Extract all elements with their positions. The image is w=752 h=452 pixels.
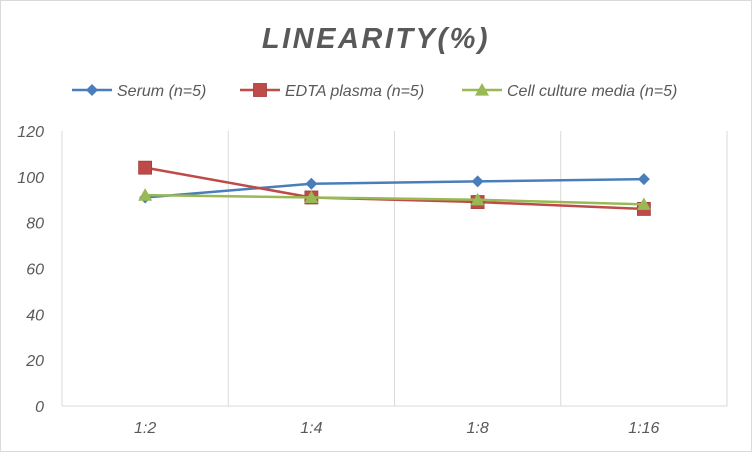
y-tick-label: 40 [26, 307, 44, 324]
data-point [304, 190, 319, 204]
legend-entry: Serum (n=5) [72, 83, 206, 100]
y-tick-label: 120 [17, 124, 44, 141]
x-axis-ticks: 1:2 1:4 1:8 1:16 [134, 420, 660, 437]
series-line [145, 193, 644, 206]
y-tick-label: 80 [26, 216, 44, 233]
y-tick-label: 100 [17, 170, 44, 187]
data-point [470, 192, 485, 206]
series-layer [138, 160, 651, 216]
legend-entry: EDTA plasma (n=5) [240, 83, 424, 100]
grid-lines [61, 131, 728, 407]
y-tick-label: 20 [25, 353, 44, 370]
x-tick-label: 1:16 [628, 420, 659, 437]
data-point [636, 197, 651, 210]
series-line [145, 177, 644, 199]
legend-marker [253, 83, 267, 97]
y-axis-ticks: 0 20 40 60 80 100 120 [17, 124, 44, 416]
x-tick-label: 1:4 [300, 420, 322, 437]
data-point [471, 175, 484, 188]
data-point [305, 177, 318, 190]
x-tick-label: 1:2 [134, 420, 156, 437]
x-tick-label: 1:8 [467, 420, 489, 437]
y-tick-label: 0 [35, 399, 44, 416]
legend: Serum (n=5) EDTA plasma (n=5) Cell culture… [72, 83, 677, 100]
data-point [637, 173, 650, 186]
data-point [138, 160, 153, 175]
legend-marker [86, 84, 98, 96]
data-point [138, 188, 153, 201]
legend-entry: Cell culture media (n=5) [462, 83, 677, 100]
chart-title: LINEARITY(%) [262, 23, 490, 55]
legend-marker [475, 83, 489, 96]
y-tick-label: 60 [26, 262, 44, 279]
legend-label: Cell culture media (n=5) [507, 83, 677, 100]
legend-label: Serum (n=5) [117, 83, 206, 100]
series-3 [138, 188, 651, 210]
legend-label: EDTA plasma (n=5) [285, 83, 424, 100]
